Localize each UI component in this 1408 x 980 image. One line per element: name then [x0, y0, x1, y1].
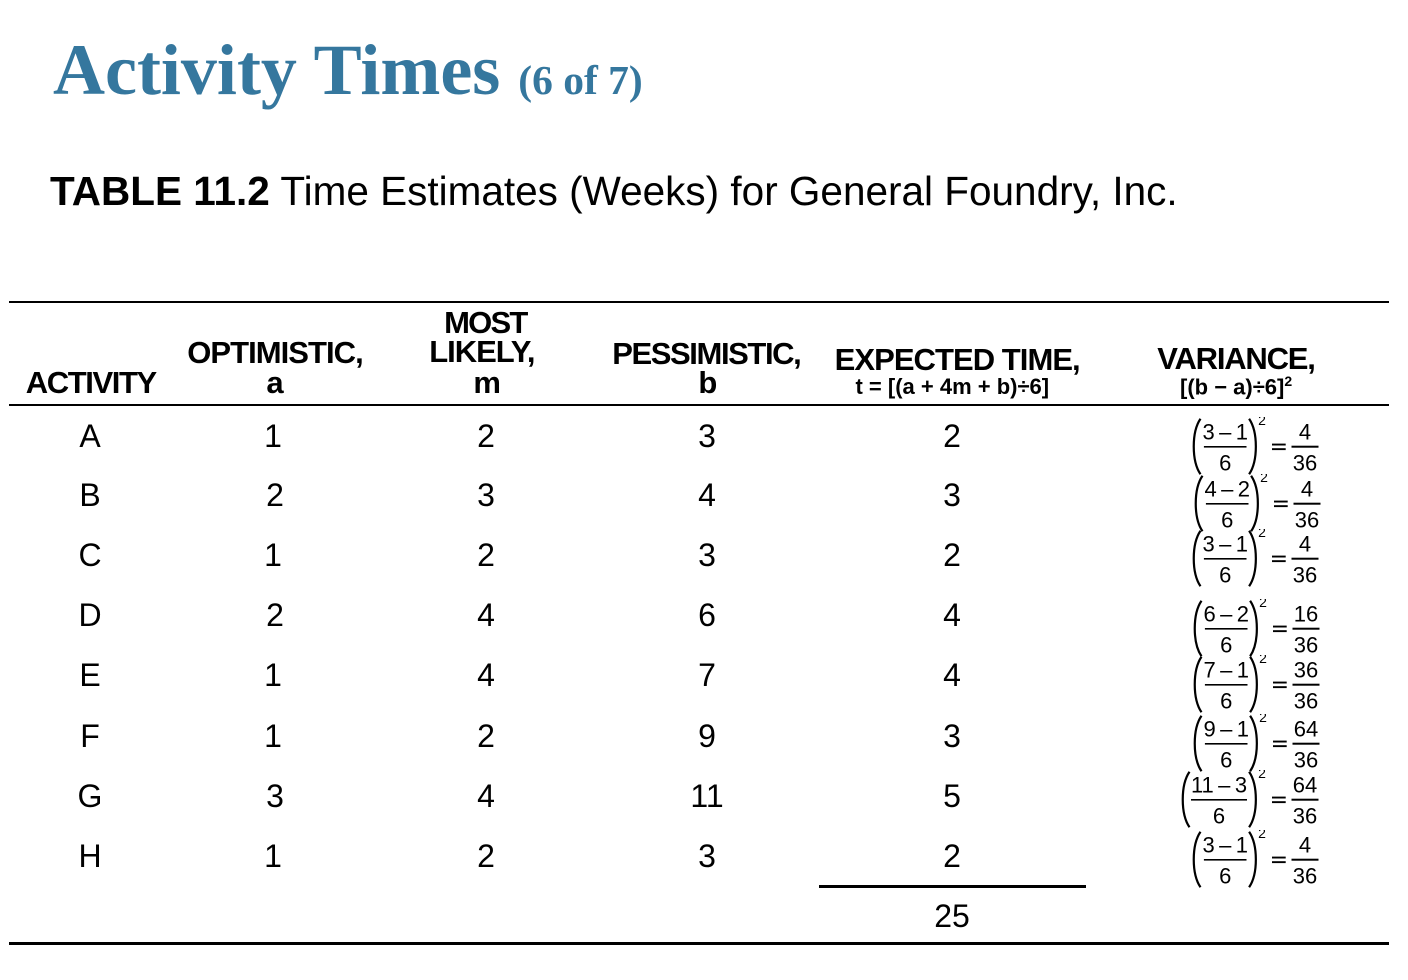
- svg-text:36: 36: [1294, 689, 1318, 714]
- svg-text:6 – 2: 6 – 2: [1204, 602, 1250, 627]
- svg-text:64: 64: [1293, 772, 1317, 797]
- svg-text:6: 6: [1220, 688, 1232, 713]
- svg-text:2: 2: [1259, 599, 1267, 610]
- svg-text:36: 36: [1294, 747, 1318, 772]
- svg-text:16: 16: [1294, 602, 1318, 627]
- svg-text:6: 6: [1219, 863, 1231, 888]
- svg-text:2: 2: [1258, 529, 1266, 540]
- svg-text:36: 36: [1293, 563, 1317, 588]
- svg-text:36: 36: [1293, 863, 1317, 888]
- svg-text:2: 2: [1258, 417, 1266, 428]
- svg-text:36: 36: [1294, 633, 1318, 658]
- svg-text:9 – 1: 9 – 1: [1204, 716, 1250, 741]
- svg-text:6: 6: [1219, 562, 1231, 587]
- svg-text:3 – 1: 3 – 1: [1203, 532, 1249, 557]
- svg-text:2: 2: [1258, 770, 1266, 781]
- svg-text:4: 4: [1301, 476, 1313, 501]
- svg-text:7 – 1: 7 – 1: [1204, 658, 1250, 683]
- svg-text:3 – 1: 3 – 1: [1203, 832, 1249, 857]
- svg-text:6: 6: [1220, 747, 1232, 772]
- svg-text:64: 64: [1294, 716, 1318, 741]
- svg-text:36: 36: [1295, 507, 1319, 532]
- svg-text:6: 6: [1219, 450, 1231, 475]
- svg-text:2: 2: [1260, 474, 1268, 485]
- svg-text:2: 2: [1258, 830, 1266, 841]
- svg-text:36: 36: [1293, 803, 1317, 828]
- svg-text:6: 6: [1220, 632, 1232, 657]
- svg-text:6: 6: [1213, 803, 1225, 828]
- svg-text:2: 2: [1259, 655, 1267, 666]
- svg-text:4 – 2: 4 – 2: [1205, 476, 1251, 501]
- svg-text:3 – 1: 3 – 1: [1203, 419, 1249, 444]
- svg-text:4: 4: [1299, 419, 1311, 444]
- svg-text:36: 36: [1294, 658, 1318, 683]
- svg-text:4: 4: [1299, 532, 1311, 557]
- svg-text:2: 2: [1259, 714, 1267, 725]
- svg-text:36: 36: [1293, 450, 1317, 475]
- svg-text:6: 6: [1221, 507, 1233, 532]
- svg-text:4: 4: [1299, 832, 1311, 857]
- svg-text:11 – 3: 11 – 3: [1191, 772, 1247, 797]
